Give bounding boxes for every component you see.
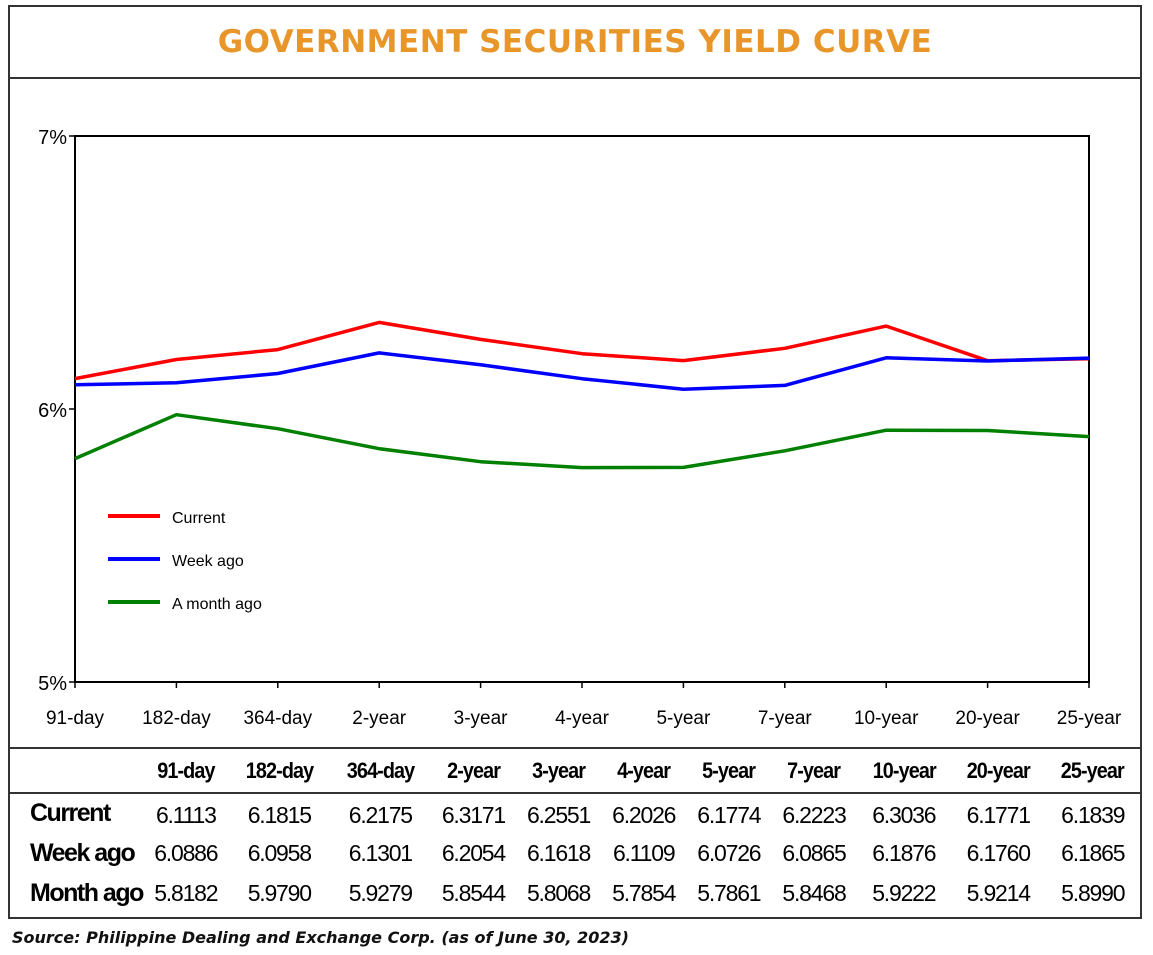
table-cell: 5.9214	[966, 879, 1031, 906]
table-column-header: 2-year	[446, 757, 501, 783]
series-line-1	[74, 351, 1090, 391]
chart-title: GOVERNMENT SECURITIES YIELD CURVE	[10, 7, 1140, 79]
source-note: Source: Philippine Dealing and Exchange …	[12, 928, 629, 947]
table-column-header: 364-day	[346, 757, 415, 783]
table-row-label: Week ago	[30, 838, 136, 867]
x-tick-label: 3-year	[454, 708, 509, 729]
table-row-label: Month ago	[30, 878, 144, 907]
table-cell: 6.2054	[441, 839, 506, 866]
table-column-header: 5-year	[702, 757, 756, 783]
table-column-header: 182-day	[245, 757, 314, 783]
table-cell: 6.0726	[697, 839, 761, 866]
table-cell: 6.2551	[526, 802, 591, 828]
chart-frame: GOVERNMENT SECURITIES YIELD CURVE 5% 6% 7%…	[8, 5, 1142, 919]
table-row-label: Current	[30, 799, 111, 827]
table-header-row: 91-day 182-day 364-day 2-year 3-year 4-year 5-…	[10, 749, 1140, 793]
yield-table: 91-day 182-day 364-day 2-year 3-year 4-year 5-…	[10, 749, 1140, 913]
x-tick-label: 91-day	[46, 708, 105, 729]
table-cell: 5.8990	[1061, 879, 1125, 906]
legend-label: Week ago	[172, 553, 244, 570]
x-tick-label: 4-year	[555, 708, 610, 729]
table-row: Current 6.1113 6.1815 6.2175 6.3171 6.2551 6.2…	[10, 793, 1140, 833]
table-cell: 6.1760	[966, 839, 1031, 866]
table-column-header: 25-year	[1061, 757, 1125, 783]
table-cell: 5.9790	[247, 879, 312, 906]
table-cell: 6.1839	[1061, 802, 1125, 828]
table-cell: 6.1876	[872, 839, 936, 866]
table-cell: 5.8068	[526, 879, 591, 906]
table-cell: 6.2175	[348, 802, 413, 828]
chart-svg: 5% 6% 7% 91-day 182-day 364-day 2-year 3-year 4-…	[38, 127, 1122, 729]
table-body: Current 6.1113 6.1815 6.2175 6.3171 6.2551 6.2…	[10, 793, 1140, 913]
table-cell: 5.7854	[612, 879, 676, 906]
x-tick-label: 7-year	[758, 708, 813, 729]
table-cell: 6.1113	[155, 802, 217, 828]
series-line-0	[74, 320, 1090, 381]
table-column-header: 4-year	[617, 757, 671, 783]
table-cell: 6.1771	[966, 802, 1031, 828]
table-cell: 5.8544	[441, 879, 506, 906]
table-cell: 6.1815	[247, 802, 312, 828]
table-cell: 6.0958	[247, 839, 312, 866]
y-tick-label: 7%	[38, 127, 67, 149]
table-cell: 6.1109	[612, 839, 676, 866]
table-cell: 6.3036	[872, 802, 936, 828]
table-cell: 5.8182	[154, 879, 218, 906]
legend-label: Current	[172, 510, 226, 527]
table-cell: 5.8468	[782, 879, 846, 906]
table-cell: 6.2223	[782, 802, 846, 828]
table-cell: 6.2026	[612, 802, 676, 828]
table-row: Month ago 5.8182 5.9790 5.9279 5.8544 5.8068 5…	[10, 873, 1140, 913]
table-row: Week ago 6.0886 6.0958 6.1301 6.2054 6.1618 6.…	[10, 833, 1140, 873]
x-tick-label: 25-year	[1057, 708, 1122, 729]
table-cell: 5.9222	[872, 879, 936, 906]
table-column-header: 10-year	[872, 757, 936, 783]
line-chart: 5% 6% 7% 91-day 182-day 364-day 2-year 3-year 4-…	[10, 79, 1144, 747]
table-column-header: 7-year	[787, 757, 841, 783]
table-cell: 6.1774	[697, 802, 761, 828]
table-column-header: 91-day	[157, 757, 215, 783]
table-cell: 6.0865	[782, 839, 846, 866]
x-tick-label: 20-year	[955, 708, 1020, 729]
table-column-header: 20-year	[966, 757, 1031, 783]
table-cell: 5.9279	[348, 879, 413, 906]
table-cell: 5.7861	[697, 879, 761, 906]
x-tick-label: 182-day	[142, 708, 211, 729]
table-cell: 6.3171	[441, 802, 506, 828]
table-cell: 6.1618	[526, 839, 591, 866]
x-tick-label: 2-year	[352, 708, 407, 729]
table-corner-cell	[17, 749, 137, 793]
x-tick-label: 364-day	[243, 708, 312, 729]
legend-label: A month ago	[172, 596, 262, 613]
yield-table-container: 91-day 182-day 364-day 2-year 3-year 4-year 5-…	[10, 747, 1140, 919]
table-cell: 6.0886	[154, 839, 218, 866]
x-tick-label: 10-year	[854, 708, 919, 729]
y-tick-label: 6%	[38, 400, 67, 422]
table-column-header: 3-year	[532, 757, 586, 783]
y-tick-label: 5%	[38, 673, 67, 695]
table-cell: 6.1301	[348, 839, 413, 866]
x-tick-label: 5-year	[656, 708, 711, 729]
series-line-2	[74, 412, 1090, 470]
table-cell: 6.1865	[1061, 839, 1125, 866]
